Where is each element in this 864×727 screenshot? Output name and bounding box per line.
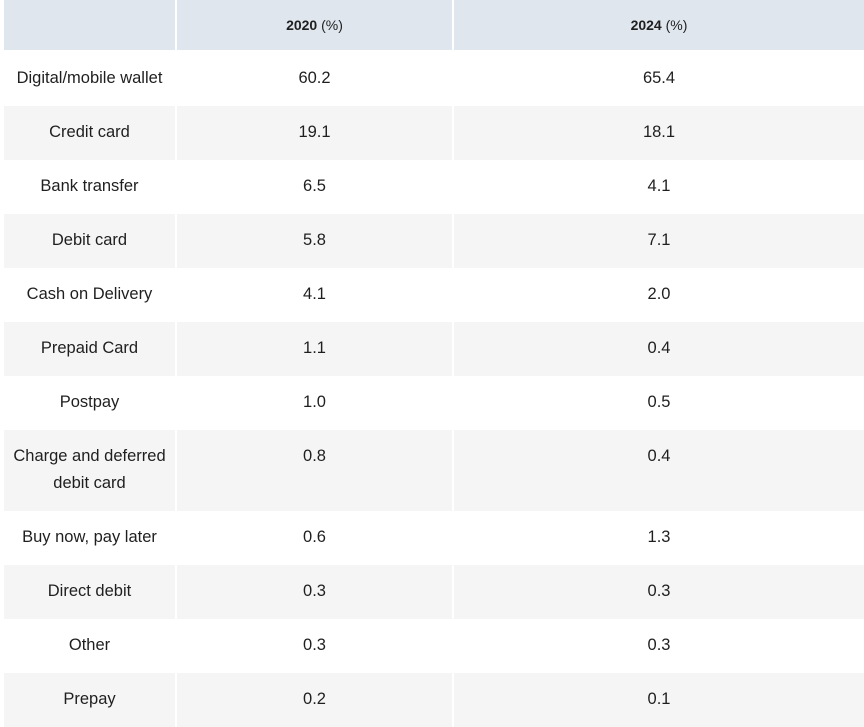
cell-payment-method: Digital/mobile wallet <box>4 52 177 106</box>
cell-value-2024: 2.0 <box>454 268 864 322</box>
header-method <box>4 0 177 52</box>
cell-payment-method: Debit card <box>4 214 177 268</box>
table-row: Prepaid Card 1.1 0.4 <box>4 322 864 376</box>
cell-value-2020: 0.3 <box>177 565 454 619</box>
cell-value-2020: 0.2 <box>177 673 454 727</box>
payment-methods-table: 2020 (%) 2024 (%) Digital/mobile wallet 6… <box>4 0 864 727</box>
cell-payment-method: Bank transfer <box>4 160 177 214</box>
cell-value-2024: 0.3 <box>454 619 864 673</box>
header-2020-unit: (%) <box>317 17 343 33</box>
cell-value-2020: 4.1 <box>177 268 454 322</box>
table-row: Cash on Delivery 4.1 2.0 <box>4 268 864 322</box>
table-row: Postpay 1.0 0.5 <box>4 376 864 430</box>
cell-value-2024: 1.3 <box>454 511 864 565</box>
cell-value-2024: 65.4 <box>454 52 864 106</box>
cell-value-2020: 0.3 <box>177 619 454 673</box>
table-row: Digital/mobile wallet 60.2 65.4 <box>4 52 864 106</box>
cell-value-2024: 7.1 <box>454 214 864 268</box>
cell-value-2024: 0.3 <box>454 565 864 619</box>
table-header-row: 2020 (%) 2024 (%) <box>4 0 864 52</box>
header-2020: 2020 (%) <box>177 0 454 52</box>
cell-payment-method: Prepay <box>4 673 177 727</box>
cell-value-2020: 0.8 <box>177 430 454 511</box>
header-2024-unit: (%) <box>661 17 688 33</box>
cell-value-2024: 0.4 <box>454 430 864 511</box>
table-row: Charge and deferred debit card 0.8 0.4 <box>4 430 864 511</box>
cell-value-2024: 4.1 <box>454 160 864 214</box>
table-row: Direct debit 0.3 0.3 <box>4 565 864 619</box>
cell-value-2020: 1.0 <box>177 376 454 430</box>
header-2024: 2024 (%) <box>454 0 864 52</box>
table-row: Prepay 0.2 0.1 <box>4 673 864 727</box>
table-row: Credit card 19.1 18.1 <box>4 106 864 160</box>
cell-value-2020: 6.5 <box>177 160 454 214</box>
cell-value-2024: 0.5 <box>454 376 864 430</box>
cell-value-2024: 18.1 <box>454 106 864 160</box>
cell-value-2020: 60.2 <box>177 52 454 106</box>
table-row: Debit card 5.8 7.1 <box>4 214 864 268</box>
cell-payment-method: Direct debit <box>4 565 177 619</box>
cell-value-2020: 1.1 <box>177 322 454 376</box>
table-body: Digital/mobile wallet 60.2 65.4 Credit card… <box>4 52 864 727</box>
table-row: Other 0.3 0.3 <box>4 619 864 673</box>
cell-payment-method: Credit card <box>4 106 177 160</box>
cell-payment-method: Prepaid Card <box>4 322 177 376</box>
cell-value-2020: 0.6 <box>177 511 454 565</box>
cell-value-2020: 19.1 <box>177 106 454 160</box>
table-row: Buy now, pay later 0.6 1.3 <box>4 511 864 565</box>
cell-value-2020: 5.8 <box>177 214 454 268</box>
cell-payment-method: Other <box>4 619 177 673</box>
cell-value-2024: 0.1 <box>454 673 864 727</box>
header-2024-year: 2024 <box>630 17 662 33</box>
cell-payment-method: Buy now, pay later <box>4 511 177 565</box>
header-2020-year: 2020 <box>286 17 318 33</box>
cell-payment-method: Cash on Delivery <box>4 268 177 322</box>
cell-payment-method: Postpay <box>4 376 177 430</box>
payment-methods-table-container: 2020 (%) 2024 (%) Digital/mobile wallet 6… <box>4 0 864 727</box>
cell-payment-method: Charge and deferred debit card <box>4 430 177 511</box>
cell-value-2024: 0.4 <box>454 322 864 376</box>
table-row: Bank transfer 6.5 4.1 <box>4 160 864 214</box>
